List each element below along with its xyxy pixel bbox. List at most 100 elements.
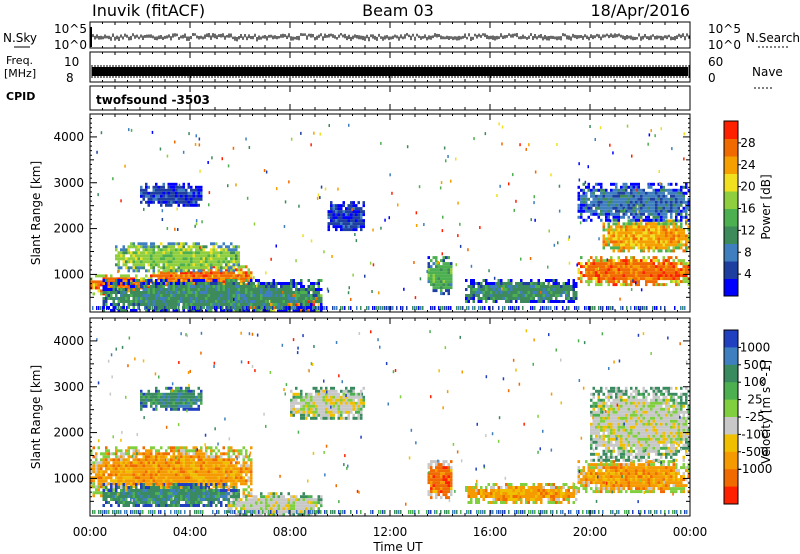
power-colorbar-tick-label: 4 [744,267,752,281]
nave-tick-top: 60 [708,55,723,69]
velocity-colorbar-tick-label: 1000 [740,340,771,354]
station-title: Inuvik (fitACF) [92,1,205,20]
time-tick-label: 12:00 [373,525,408,539]
scatter-region [602,219,690,253]
power-colorbar-segment [724,121,738,139]
power-colorbar-tick-label: 16 [740,202,755,216]
range-tick-label: 2000 [53,426,84,440]
time-tick-label: 00:00 [673,525,708,539]
velocity-ylabel: Slant Range [km] [29,365,43,469]
nsearch-tick-bottom: 10^0 [708,38,741,52]
power-colorbar-segment [724,156,738,174]
time-axis-label: Time UT [372,540,423,554]
power-colorbar-segment [724,191,738,209]
beam-title: Beam 03 [362,1,434,20]
nsky-panel: N.Sky 10^5 10^0 N.Search 10^5 10^0 [3,21,800,52]
velocity-colorbar-segment [724,382,738,401]
power-panel: 1000 2000 3000 4000 Slant Range [km] 4 8 12 16… [29,113,773,313]
scatter-region [427,256,453,296]
power-colorbar: 4 8 12 16 20 24 28 [723,120,756,297]
power-colorbar-tick-label: 20 [740,180,755,194]
power-colorbar-segment [724,226,738,244]
time-tick-label: 16:00 [473,525,508,539]
nsky-label: N.Sky [3,31,37,45]
scatter-region [290,386,365,420]
freq-unit: [MHz] [4,67,36,80]
freq-tick-top: 10 [64,55,79,69]
range-tick-label: 4000 [53,130,84,144]
range-tick-label: 3000 [53,380,84,394]
nsearch-tick-top: 10^5 [708,22,741,36]
time-tick-label: 20:00 [573,525,608,539]
velocity-colorbar-tick-label: 25 [747,393,762,407]
freq-label: Freq. [6,54,33,67]
velocity-y-ticks: 1000 2000 3000 4000 [53,322,690,502]
time-tick-label: 04:00 [173,525,208,539]
power-regions [90,122,690,313]
freq-tick-bottom: 8 [66,71,74,85]
scatter-region [577,256,690,287]
sporadic-points [96,329,688,506]
range-tick-label: 4000 [53,334,84,348]
nsearch-label: N.Search [746,31,800,45]
ground-scatter-line [92,306,686,310]
nsky-tick-top: 10^5 [54,22,87,36]
nsky-trace-line [90,33,690,42]
scatter-region [577,182,690,222]
scatter-region [590,386,690,462]
power-colorbar-segment [724,278,738,297]
power-colorbar-tick-label: 24 [740,158,755,172]
freq-band-edges [91,65,690,78]
velocity-colorbar-tick-label: -25 [745,410,765,424]
time-tick-label: 08:00 [273,525,308,539]
velocity-colorbar-tick-label: -1000 [738,462,773,476]
power-colorbar-tick-label: 8 [744,245,752,259]
freq-panel: Freq. [MHz] 10 8 Nave 60 0 [4,51,783,89]
scatter-region [465,279,578,303]
freq-band [92,67,688,76]
velocity-colorbar: 1000 500 100 25 -25 -100 -500 -1000 [723,329,773,505]
nave-label: Nave [752,65,783,79]
cpid-label: CPID [6,90,35,103]
time-axis-ticks: 00:00 04:00 08:00 12:00 16:00 20:00 00:00 [73,22,708,539]
velocity-colorbar-label: Velocity [m s^-1] [759,360,773,464]
velocity-colorbar-segment [724,347,738,366]
freq-trace [91,65,690,78]
cpid-value: twofsound -3503 [96,93,210,107]
power-ylabel: Slant Range [km] [29,161,43,265]
power-y-ticks: 1000 2000 3000 4000 [53,118,690,298]
scatter-region [327,201,365,232]
scatter-region [115,242,240,273]
velocity-colorbar-segment [724,469,738,488]
nsky-trace [90,27,690,47]
velocity-colorbar-tick-label: -500 [741,445,768,459]
velocity-colorbar-segment [724,451,738,470]
velocity-colorbar-segment [724,486,738,505]
scatter-region [140,386,203,411]
velocity-panel: 1000 2000 3000 4000 Slant Range [km] 1000 50… [29,317,773,517]
range-tick-label: 1000 [53,267,84,281]
range-tick-label: 1000 [53,471,84,485]
velocity-colorbar-segment [724,364,738,383]
power-colorbar-tick-label: 28 [740,136,755,150]
scatter-region [140,182,203,207]
scatter-region [427,460,453,500]
power-colorbar-segment [724,173,738,192]
date-title: 18/Apr/2016 [590,1,690,20]
power-colorbar-segment [724,261,738,279]
velocity-colorbar-segment [724,399,738,418]
velocity-colorbar-segment [724,434,738,453]
range-tick-label: 2000 [53,222,84,236]
velocity-colorbar-segment [724,417,738,435]
power-colorbar-tick-label: 12 [740,223,755,237]
scatter-region [465,483,578,504]
scatter-region [577,460,690,494]
scatter-region [227,492,323,517]
power-colorbar-segment [724,138,738,157]
power-colorbar-segment [724,243,738,262]
ground-scatter-line [92,510,688,514]
power-colorbar-label: Power [dB] [759,174,773,239]
nsky-tick-bottom: 10^0 [54,38,87,52]
velocity-colorbar-tick-label: 100 [744,375,767,389]
